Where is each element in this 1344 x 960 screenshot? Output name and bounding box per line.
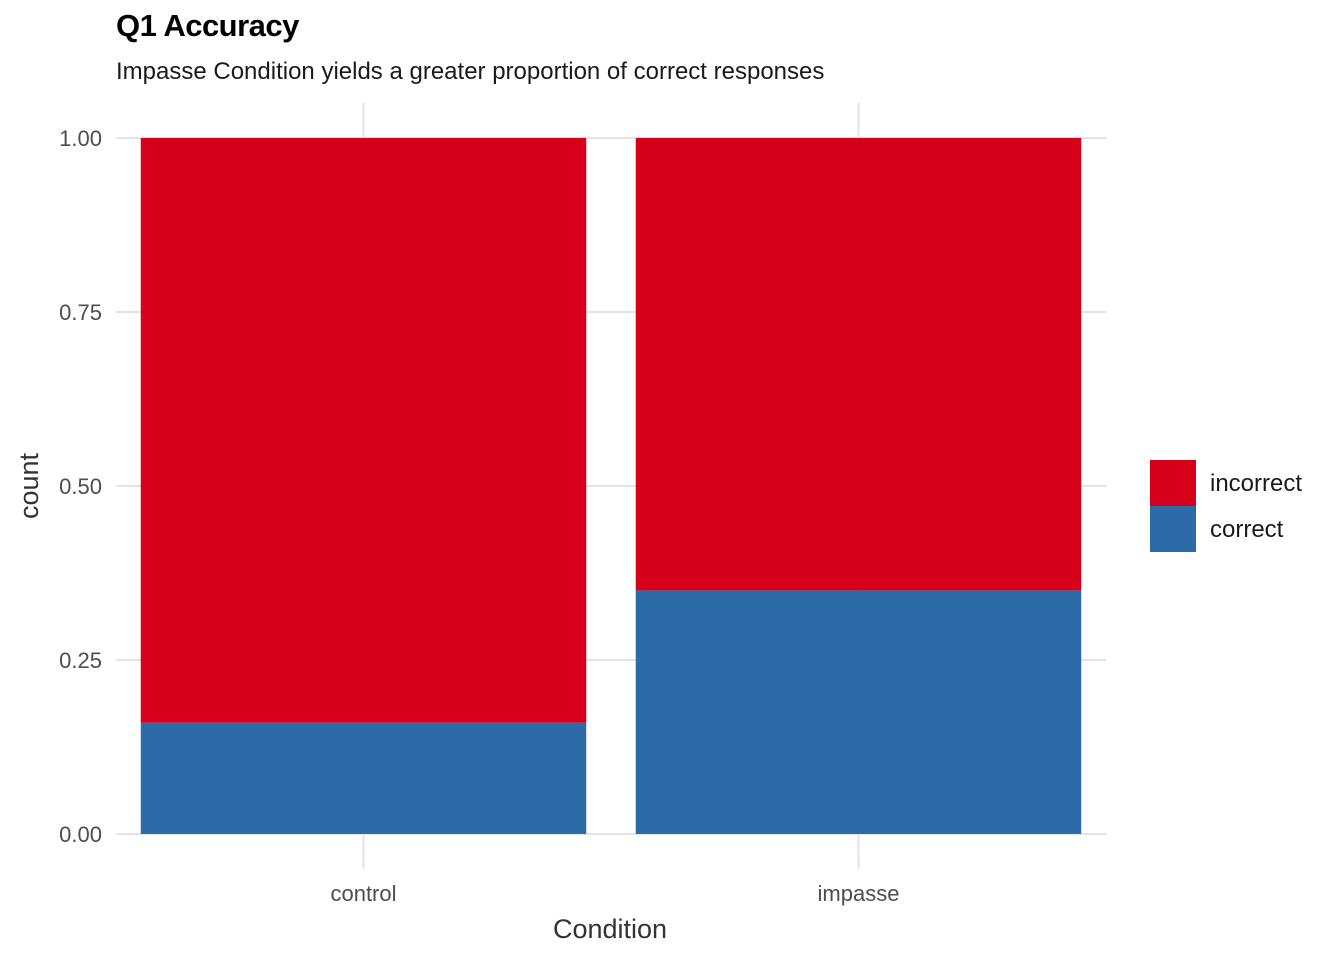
y-axis-ticks: 0.00 0.25 0.50 0.75 1.00 <box>59 126 102 847</box>
bar-correct-control <box>140 722 587 834</box>
legend: incorrect correct <box>1150 460 1302 552</box>
legend-label-incorrect: incorrect <box>1210 470 1302 497</box>
y-tick-label: 0.25 <box>59 648 102 673</box>
y-tick-label: 0.50 <box>59 474 102 499</box>
legend-key-correct <box>1150 506 1196 552</box>
chart-title: Q1 Accuracy <box>116 8 299 43</box>
x-tick-label: impasse <box>818 881 900 906</box>
y-axis-title: count <box>14 452 44 519</box>
y-tick-label: 1.00 <box>59 126 102 151</box>
bar-incorrect-impasse <box>635 138 1082 591</box>
legend-key-incorrect <box>1150 460 1196 506</box>
y-tick-label: 0.00 <box>59 822 102 847</box>
bars <box>140 138 1082 834</box>
x-tick-label: control <box>330 881 396 906</box>
bar-correct-impasse <box>635 590 1082 834</box>
legend-label-correct: correct <box>1210 516 1284 543</box>
chart-subtitle: Impasse Condition yields a greater propo… <box>116 58 825 85</box>
y-tick-label: 0.75 <box>59 300 102 325</box>
x-axis-ticks: control impasse <box>330 881 899 906</box>
bar-incorrect-control <box>140 138 587 723</box>
x-axis-title: Condition <box>553 914 667 944</box>
